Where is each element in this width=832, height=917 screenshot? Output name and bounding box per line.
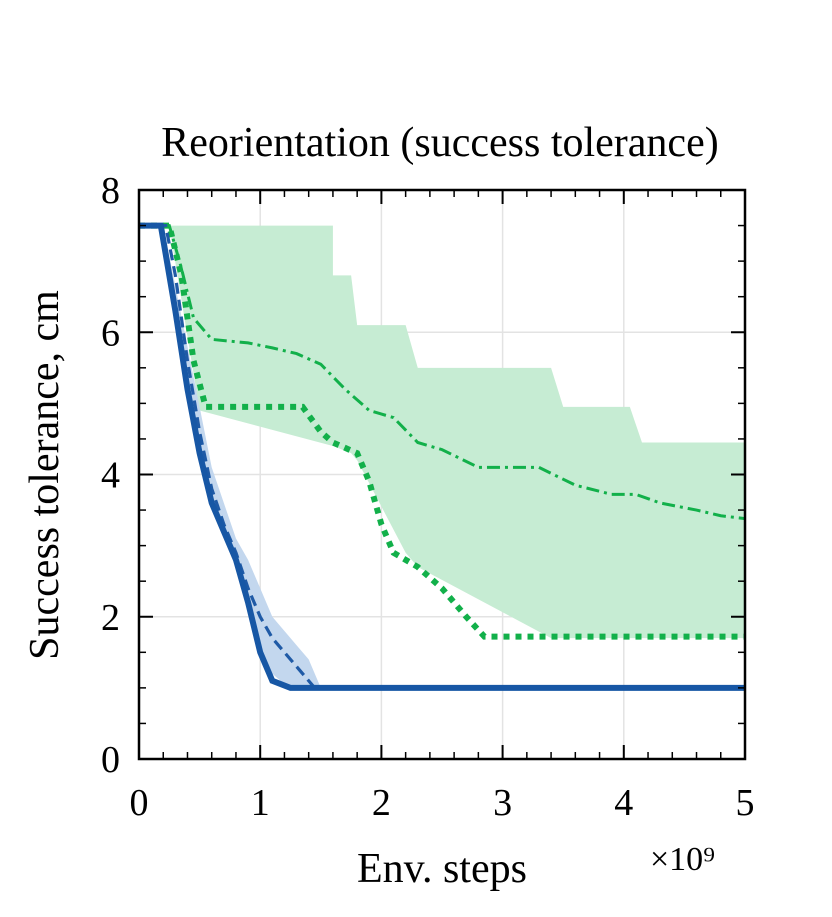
y-tick-label: 6 (101, 312, 120, 354)
x-tick-label: 4 (614, 782, 633, 824)
x-tick-label: 5 (736, 782, 755, 824)
y-axis-label: Success tolerance, cm (22, 290, 68, 660)
x-tick-label: 1 (251, 782, 270, 824)
y-tick-label: 4 (101, 455, 120, 497)
y-tick-label: 2 (101, 597, 120, 639)
x-tick-label: 0 (130, 782, 149, 824)
x-tick-label: 3 (493, 782, 512, 824)
band (139, 225, 745, 639)
y-tick-label: 0 (101, 739, 120, 781)
series-line (139, 222, 745, 640)
x-tick-label: 2 (372, 782, 391, 824)
x-multiplier: ×10⁹ (650, 841, 715, 878)
series-line (139, 222, 745, 691)
series-line (139, 224, 746, 521)
chart-title: Reorientation (success tolerance) (161, 120, 718, 166)
y-tick-label: 8 (101, 170, 120, 212)
x-axis-label: Env. steps (357, 846, 527, 892)
